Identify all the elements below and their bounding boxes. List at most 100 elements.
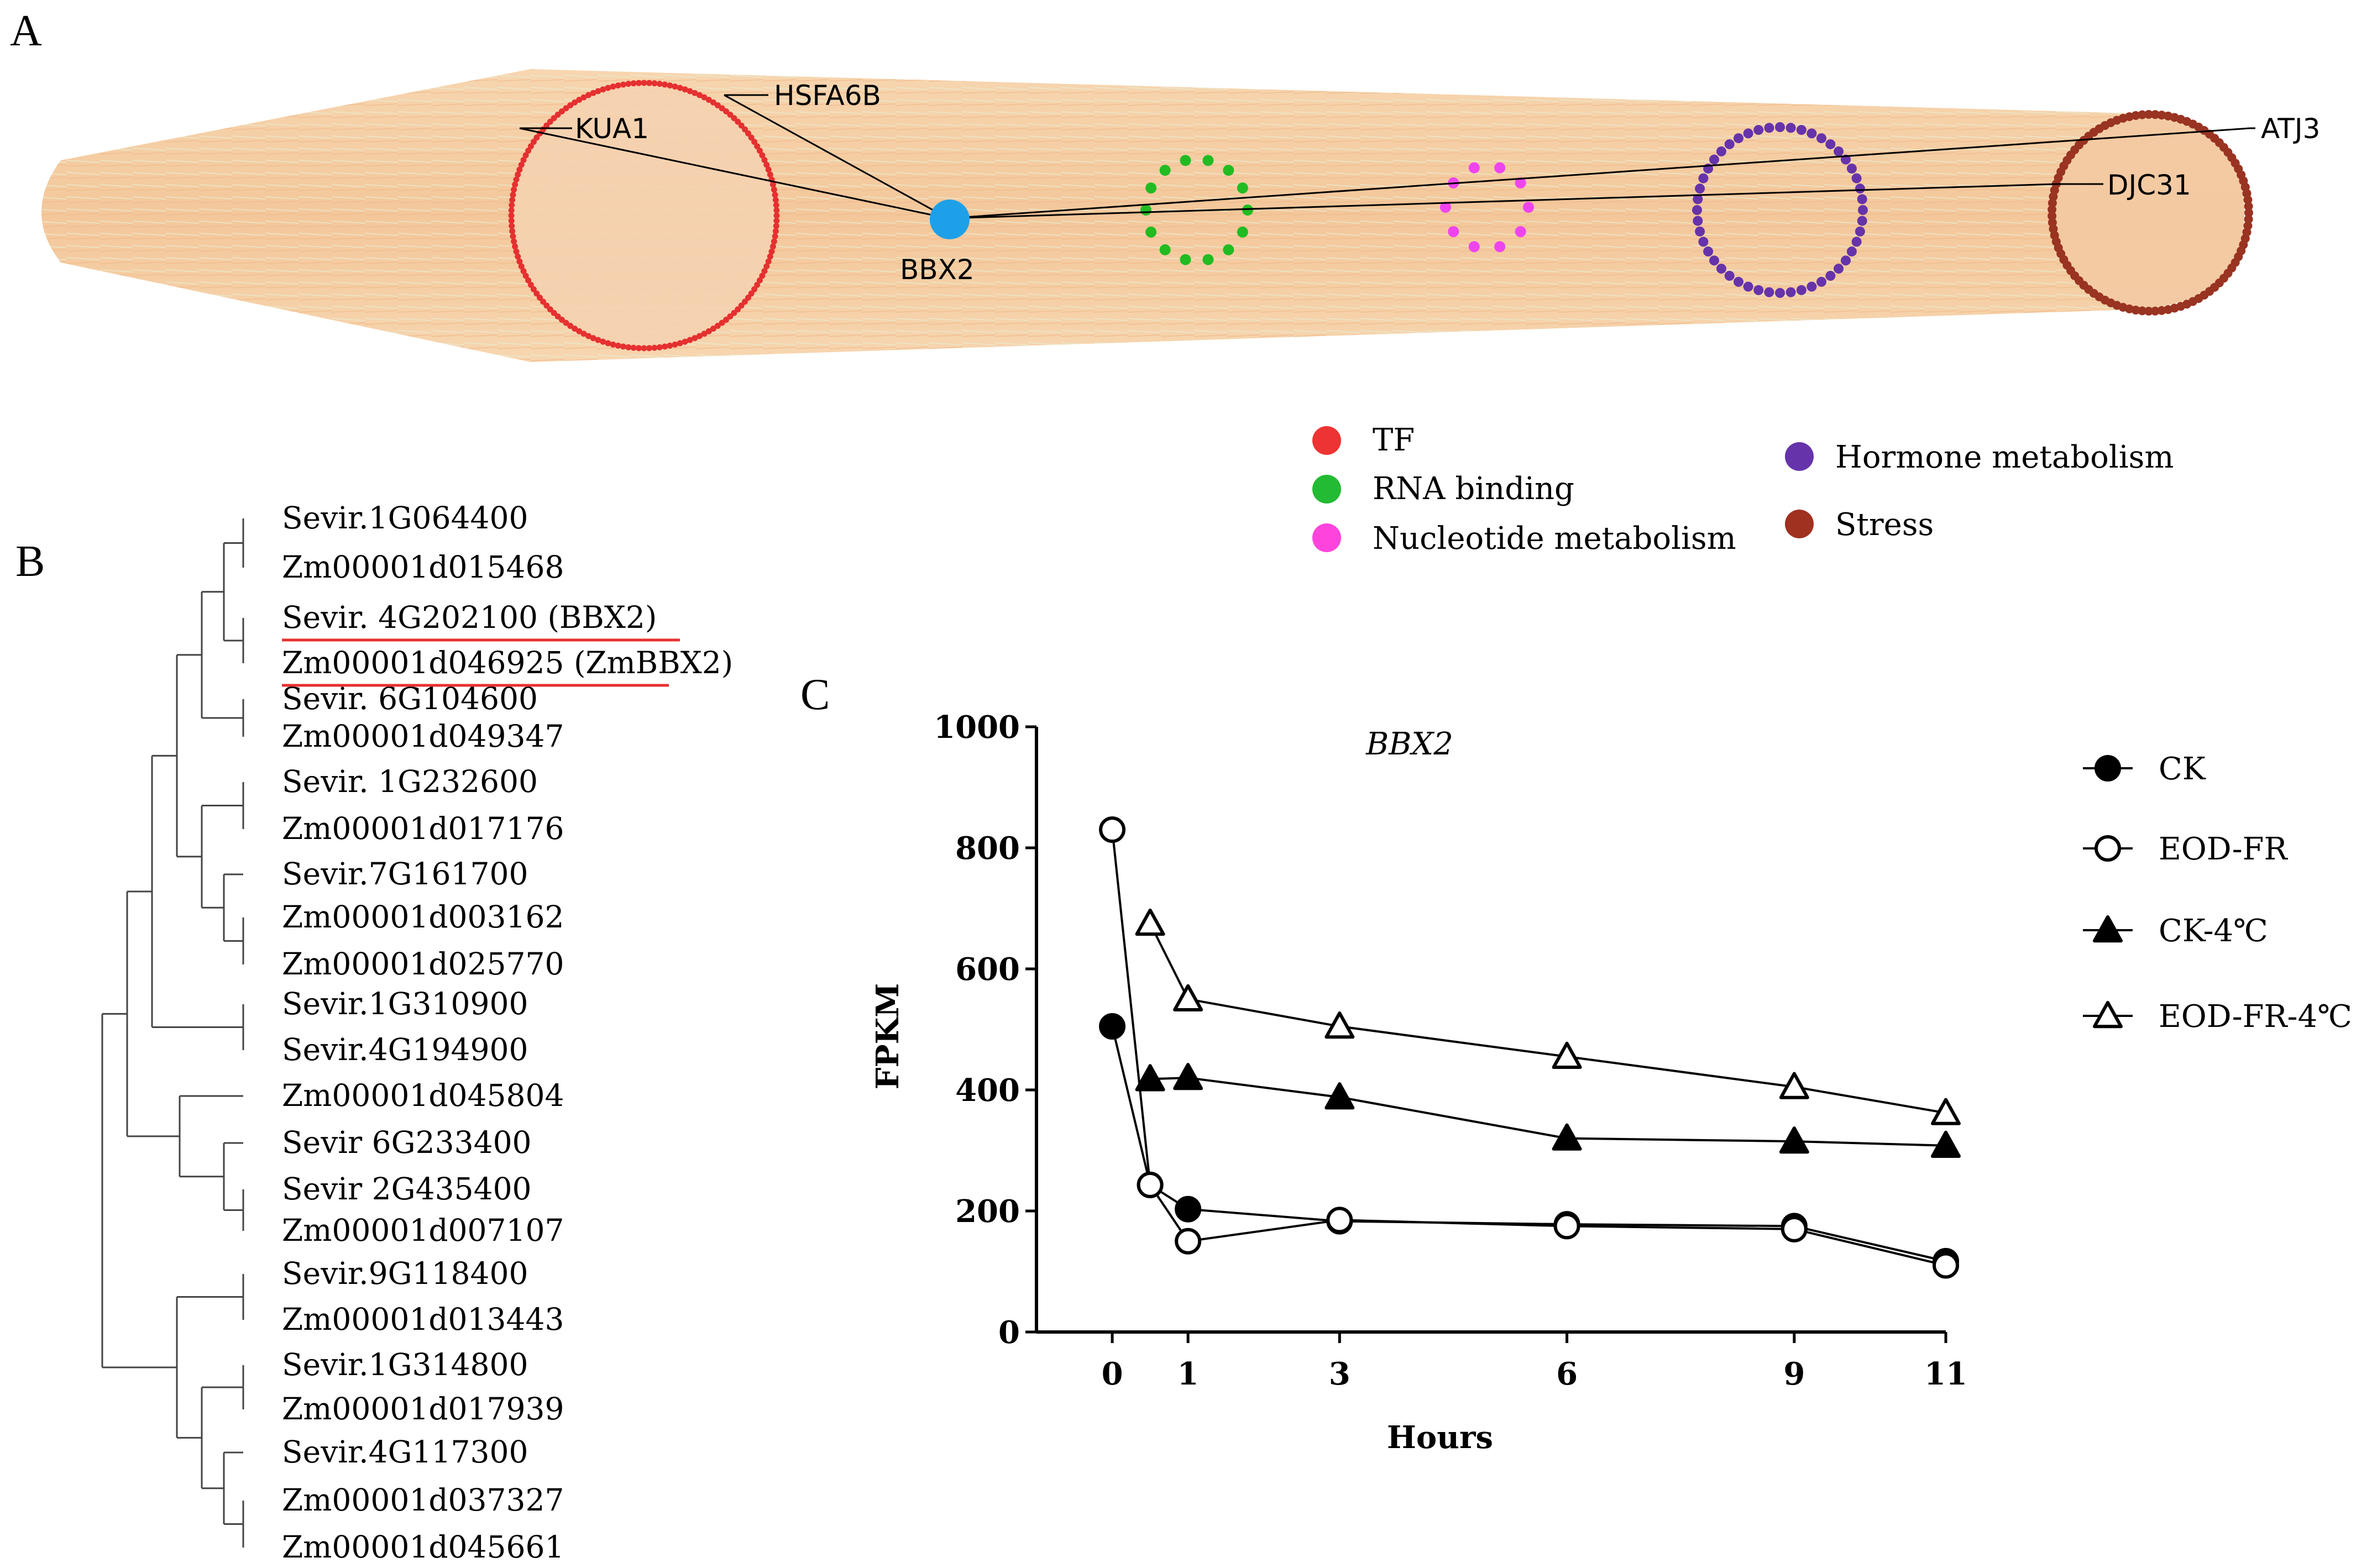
tf-cluster-node <box>625 81 632 87</box>
tree-leaf-labels: Sevir.1G064400 Zm00001d015468 Sevir. 4G202… <box>282 500 733 1565</box>
tf-cluster-node <box>590 335 596 342</box>
tree-leaf-label: Sevir.9G118400 <box>282 1256 528 1291</box>
tf-cluster <box>508 80 780 352</box>
tf-cluster-node <box>667 82 673 89</box>
hormone-cluster-node <box>1693 194 1703 204</box>
tf-cluster-node <box>533 290 540 297</box>
nucleotide-cluster-node <box>1523 202 1534 213</box>
tf-cluster-node <box>585 92 592 98</box>
stress-cluster-node <box>2150 110 2160 119</box>
stress-cluster-node <box>2049 224 2058 234</box>
tf-cluster-node <box>615 342 621 349</box>
legend-dot-tf <box>1312 426 1341 455</box>
stress-cluster-node <box>2131 111 2140 120</box>
hormone-cluster-node <box>1785 123 1796 133</box>
tf-cluster-node <box>547 306 553 313</box>
rna-binding-cluster-node <box>1140 204 1151 216</box>
tf-cluster-node <box>646 80 652 86</box>
hormone-cluster-node <box>1703 247 1714 256</box>
tf-cluster-node <box>554 313 561 319</box>
hormone-cluster-node <box>1816 276 1826 287</box>
tf-cluster-node <box>768 248 775 255</box>
hormone-cluster-node <box>1807 128 1817 139</box>
tf-cluster-node <box>701 94 708 101</box>
tf-cluster-node <box>641 80 647 86</box>
tf-cluster-node <box>508 217 515 224</box>
tf-cluster-node <box>576 328 583 334</box>
tf-cluster-node <box>682 86 688 93</box>
data-point <box>1099 816 1126 843</box>
tf-cluster-node <box>567 102 574 108</box>
hormone-cluster-node <box>1851 237 1862 247</box>
rna-binding-cluster-node <box>1237 226 1248 238</box>
legend-label: EOD-FR-4℃ <box>2159 999 2352 1035</box>
tf-cluster-node <box>511 238 517 245</box>
tf-cluster-node <box>530 139 537 145</box>
hormone-cluster-node <box>1785 287 1796 297</box>
data-point <box>1135 1064 1165 1092</box>
hormone-cluster-node <box>1734 276 1743 287</box>
y-tick-label: 200 <box>955 1193 1020 1230</box>
tf-cluster-node <box>692 335 698 342</box>
tf-cluster-node <box>551 310 557 316</box>
x-tick-label: 0 <box>1102 1356 1123 1392</box>
hormone-cluster-node <box>1724 139 1735 149</box>
hormone-cluster-node <box>1858 205 1868 215</box>
tf-cluster-node <box>772 191 778 198</box>
edge-djc31 <box>947 183 2057 219</box>
tf-cluster-node <box>509 197 516 203</box>
legend-label: EOD-FR <box>2159 831 2289 867</box>
tf-cluster-node <box>696 333 703 339</box>
tf-cluster-node <box>656 344 663 350</box>
tf-cluster-node <box>759 152 766 159</box>
tf-cluster-node <box>687 88 693 95</box>
hormone-cluster-node <box>1743 128 1753 139</box>
tf-cluster-node <box>773 212 780 219</box>
rna-binding-cluster-node <box>1202 254 1214 265</box>
rna-binding-cluster <box>1140 155 1253 265</box>
hormone-cluster <box>1692 122 1868 298</box>
rna-binding-cluster-node <box>1202 155 1214 166</box>
series-line <box>1149 922 1946 1114</box>
tf-cluster-node <box>625 344 632 350</box>
legend-label-rna-binding: RNA binding <box>1373 471 1574 507</box>
tf-cluster-node <box>769 243 776 250</box>
hormone-cluster-node <box>1764 287 1774 297</box>
node-label-hsfa6b: HSFA6B <box>774 80 881 112</box>
tree-leaf-label: Sevir.4G194900 <box>282 1032 528 1067</box>
tree-leaf-label: Sevir 6G233400 <box>282 1125 532 1160</box>
hormone-cluster-node <box>1709 154 1719 165</box>
hormone-cluster-node <box>1775 122 1785 132</box>
tf-cluster-node <box>727 313 734 319</box>
hub-node <box>930 200 970 239</box>
stress-cluster-node <box>2243 195 2253 204</box>
tf-cluster-node <box>754 281 761 288</box>
phylogenetic-tree <box>101 518 244 1548</box>
legend-dot-hormone <box>1785 442 1814 471</box>
tf-cluster-node <box>520 268 527 274</box>
tf-cluster-node <box>759 272 766 279</box>
x-tick-label: 11 <box>1924 1356 1967 1392</box>
tf-cluster-node <box>735 118 741 125</box>
edge-hsfa6b <box>724 94 949 219</box>
series-3 <box>1135 1063 1961 1158</box>
tf-cluster-node <box>512 181 519 188</box>
x-tick-label: 1 <box>1177 1356 1199 1392</box>
tf-cluster-node <box>563 319 569 326</box>
legend-marker <box>2093 1001 2123 1029</box>
tree-leaf-label: Zm00001d037327 <box>282 1482 564 1518</box>
legend-marker <box>2095 835 2121 862</box>
tf-cluster-node <box>723 108 730 115</box>
hormone-cluster-node <box>1716 146 1726 156</box>
tf-cluster-node <box>580 331 587 337</box>
hormone-cluster-node <box>1775 288 1785 298</box>
tf-cluster-node <box>605 85 611 91</box>
tf-cluster-node <box>515 253 521 260</box>
tf-cluster-node <box>731 310 737 316</box>
tf-cluster-node <box>714 323 721 329</box>
hormone-cluster-node <box>1753 125 1764 135</box>
y-tick-label: 1000 <box>934 709 1020 746</box>
tf-cluster-node <box>772 197 779 203</box>
tf-cluster-node <box>773 202 779 208</box>
nucleotide-cluster-node <box>1494 162 1506 174</box>
